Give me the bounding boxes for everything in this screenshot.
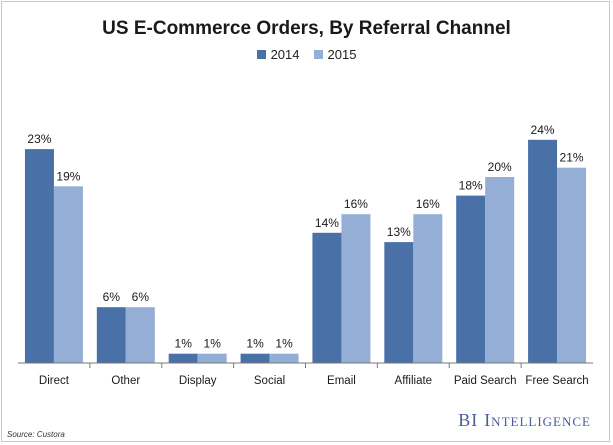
legend-item-2014: 2014 [256, 47, 300, 62]
bars-layer [24, 139, 587, 363]
value-label-2015-affiliate: 16% [416, 197, 440, 211]
bar-2015-paid-search [485, 177, 515, 363]
bar-2015-social [269, 353, 299, 363]
value-label-2014-paid-search: 18% [459, 179, 483, 193]
value-label-2015-free-search: 21% [560, 151, 584, 165]
bar-2014-direct [24, 149, 54, 363]
bar-2014-affiliate [384, 242, 414, 363]
category-label-display: Display [179, 375, 217, 387]
bar-2014-display [168, 353, 198, 363]
bar-2014-other [96, 307, 126, 363]
bar-2015-email [341, 214, 371, 363]
value-label-2015-display: 1% [204, 337, 222, 351]
category-label-paid-search: Paid Search [454, 375, 517, 387]
chart-legend: 2014 2015 [0, 47, 613, 62]
value-label-2014-email: 14% [315, 216, 339, 230]
value-label-2015-paid-search: 20% [488, 160, 512, 174]
chart-title: US E-Commerce Orders, By Referral Channe… [102, 18, 511, 39]
category-label-direct: Direct [39, 375, 70, 387]
bar-2014-social [240, 353, 270, 363]
bar-2015-display [197, 353, 227, 363]
legend-swatch-2015 [313, 50, 323, 59]
value-label-2014-direct: 23% [27, 132, 51, 146]
value-label-2015-other: 6% [132, 290, 150, 304]
legend-label-2015: 2015 [327, 47, 357, 62]
value-label-2014-free-search: 24% [531, 123, 555, 137]
bar-2015-other [125, 307, 155, 363]
value-label-2014-other: 6% [103, 290, 121, 304]
value-labels-layer: 23% 19% 6% 6% 1% 1% 1% 1% 14% 16% 13% 16% 18% 20% 24% 2… [27, 123, 583, 351]
legend-label-2014: 2014 [270, 47, 300, 62]
category-label-other: Other [111, 375, 140, 387]
value-label-2015-direct: 19% [56, 169, 80, 183]
bar-2015-affiliate [413, 214, 443, 363]
category-label-social: Social [254, 375, 285, 387]
legend-swatch-2014 [256, 50, 266, 59]
x-axis [18, 362, 593, 368]
bar-2015-direct [53, 186, 83, 363]
bar-2014-paid-search [456, 195, 486, 363]
value-label-2014-social: 1% [246, 337, 264, 351]
value-label-2015-social: 1% [275, 337, 293, 351]
source-note: Source: Custora [7, 430, 65, 439]
bar-2014-email [312, 232, 342, 363]
category-labels-layer: Direct Other Display Social Email Affiliate Pa… [39, 375, 589, 387]
value-label-2015-email: 16% [344, 197, 368, 211]
brand-bi: BI [458, 410, 479, 430]
brand-intelligence: Intelligence [484, 410, 591, 430]
bar-2014-free-search [528, 139, 558, 363]
bar-2015-free-search [557, 167, 587, 363]
category-label-affiliate: Affiliate [395, 375, 433, 387]
category-label-email: Email [327, 375, 356, 387]
legend-item-2015: 2015 [313, 47, 357, 62]
value-label-2014-affiliate: 13% [387, 225, 411, 239]
category-label-free-search: Free Search [525, 375, 588, 387]
bi-intelligence-logo: BI Intelligence [458, 410, 591, 431]
value-label-2014-display: 1% [175, 337, 193, 351]
